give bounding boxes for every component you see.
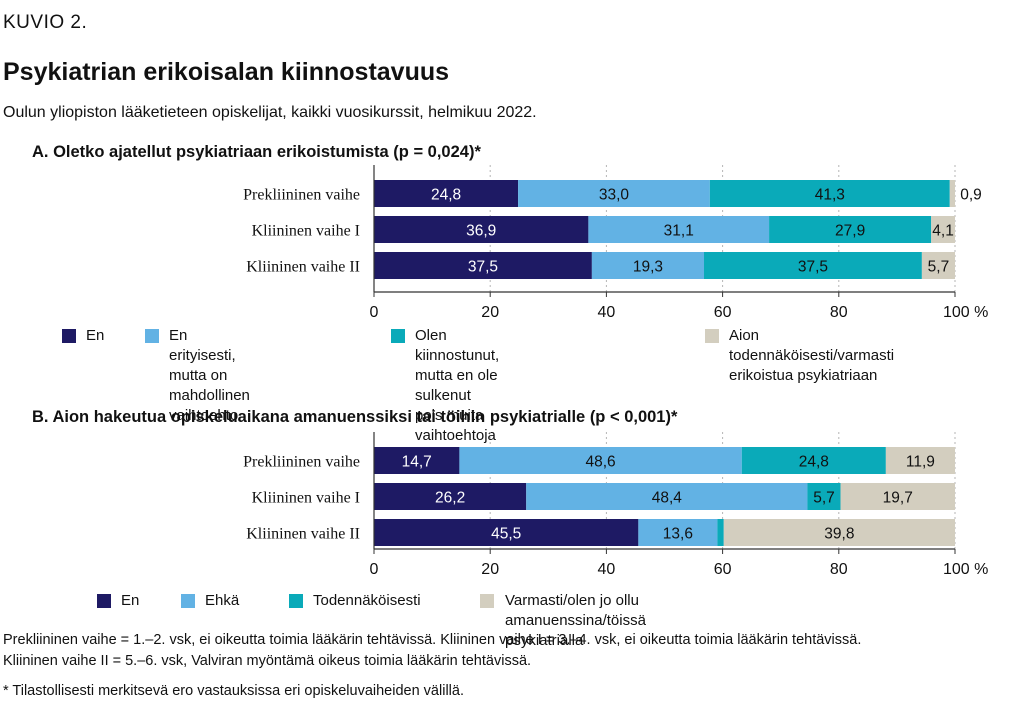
category-label: Kliininen vaihe II [246, 259, 360, 276]
chart-a-title: A. Oletko ajatellut psykiatriaan erikois… [32, 143, 481, 161]
bar-segment [374, 447, 460, 474]
bar-segment [526, 483, 808, 510]
chart-b-title: B. Aion hakeutua opiskeluaikana amanuens… [32, 408, 678, 426]
data-label: 39,8 [824, 526, 854, 543]
data-label: 13,6 [663, 526, 693, 543]
bar-segment [885, 447, 955, 474]
bar-segment [374, 216, 589, 243]
bar-segment [459, 447, 742, 474]
data-label: 27,9 [835, 223, 865, 240]
x-tick-label: 80 [830, 304, 848, 321]
footnote-phase-1: Prekliininen vaihe = 1.–2. vsk, ei oikeu… [3, 632, 862, 648]
legend-label: Varmasti/olen jo ollu amanuenssina/töiss… [505, 592, 646, 649]
x-tick-label: 100 % [943, 561, 988, 578]
data-label: 4,1 [932, 223, 954, 240]
legend-swatch [145, 329, 159, 343]
legend-swatch [391, 329, 405, 343]
data-label: 48,4 [652, 490, 683, 507]
x-tick-label: 40 [598, 304, 616, 321]
x-tick-label: 20 [481, 561, 499, 578]
category-label: Kliininen vaihe II [246, 526, 360, 543]
bar-segment [374, 483, 527, 510]
bar-segment [949, 180, 955, 207]
footnote-significance: * Tilastollisesti merkitsevä ero vastauk… [3, 683, 464, 699]
bar-segment [638, 519, 718, 546]
category-label: Prekliininen vaihe [243, 454, 360, 471]
legend-label: Olen kiinnostunut, mutta en ole sulkenut… [415, 327, 500, 444]
bar-segment [921, 252, 955, 279]
data-label: 33,0 [599, 187, 630, 204]
bar-segment [931, 216, 955, 243]
data-label: 0,9 [960, 187, 982, 204]
data-label: 31,1 [664, 223, 694, 240]
bar-segment [723, 519, 955, 546]
bar-segment [709, 180, 950, 207]
legend-swatch [181, 594, 195, 608]
bar-segment [717, 519, 724, 546]
legend-swatch [62, 329, 76, 343]
bar-segment [704, 252, 922, 279]
data-label: 26,2 [435, 490, 465, 507]
legend-swatch [289, 594, 303, 608]
x-tick-label: 0 [370, 304, 379, 321]
bar-segment [840, 483, 955, 510]
bar-segment [591, 252, 705, 279]
category-label: Prekliininen vaihe [243, 187, 360, 204]
legend-label: Todennäköisesti [313, 592, 421, 609]
data-label: 24,8 [799, 454, 829, 471]
category-label: Kliininen vaihe I [252, 490, 360, 507]
legend-swatch [480, 594, 494, 608]
data-label: 14,7 [402, 454, 432, 471]
x-tick-label: 0 [370, 561, 379, 578]
chart-b: Prekliininen vaihe 14,7 48,6 24,8 11,9 Kliini… [243, 432, 988, 578]
x-tick-label: 100 % [943, 304, 988, 321]
legend-label: En erityisesti, mutta on mahdollinen vai… [169, 327, 250, 424]
bar-segment [374, 180, 519, 207]
legend-label: Ehkä [205, 592, 240, 609]
legend-swatch [97, 594, 111, 608]
x-tick-label: 40 [598, 561, 616, 578]
data-label: 11,9 [906, 454, 935, 471]
bar-segment [769, 216, 932, 243]
data-label: 19,7 [883, 490, 913, 507]
legend-label: En [86, 327, 105, 344]
bar-segment [588, 216, 770, 243]
data-label: 19,3 [633, 259, 663, 276]
x-tick-label: 60 [714, 304, 732, 321]
data-label: 48,6 [586, 454, 616, 471]
bar-segment [741, 447, 886, 474]
x-tick-label: 20 [481, 304, 499, 321]
bar-segment [518, 180, 710, 207]
category-label: Kliininen vaihe I [252, 223, 360, 240]
bar-segment [374, 252, 592, 279]
page-title: Psykiatrian erikoisalan kiinnostavuus [3, 58, 450, 86]
legend-label: Aion todennäköisesti/varmasti erikoistua… [729, 327, 895, 384]
data-label: 41,3 [815, 187, 845, 204]
chart-a: Prekliininen vaihe 24,8 33,0 41,3 0,9 Kliinin… [243, 165, 988, 321]
data-label: 37,5 [798, 259, 828, 276]
legend-swatch [705, 329, 719, 343]
footnote-phase-2: Kliininen vaihe II = 5.–6. vsk, Valviran… [3, 653, 532, 669]
data-label: 5,7 [813, 490, 835, 507]
legend-label: En [121, 592, 140, 609]
data-label: 36,9 [466, 223, 496, 240]
page-subtitle: Oulun yliopiston lääketieteen opiskelija… [3, 104, 537, 121]
x-tick-label: 80 [830, 561, 848, 578]
data-label: 24,8 [431, 187, 461, 204]
data-label: 5,7 [928, 259, 950, 276]
figure-label: KUVIO 2. [3, 12, 88, 33]
bar-segment [807, 483, 841, 510]
data-label: 37,5 [468, 259, 498, 276]
bar-segment [374, 519, 639, 546]
data-label: 45,5 [491, 526, 521, 543]
x-tick-label: 60 [714, 561, 732, 578]
